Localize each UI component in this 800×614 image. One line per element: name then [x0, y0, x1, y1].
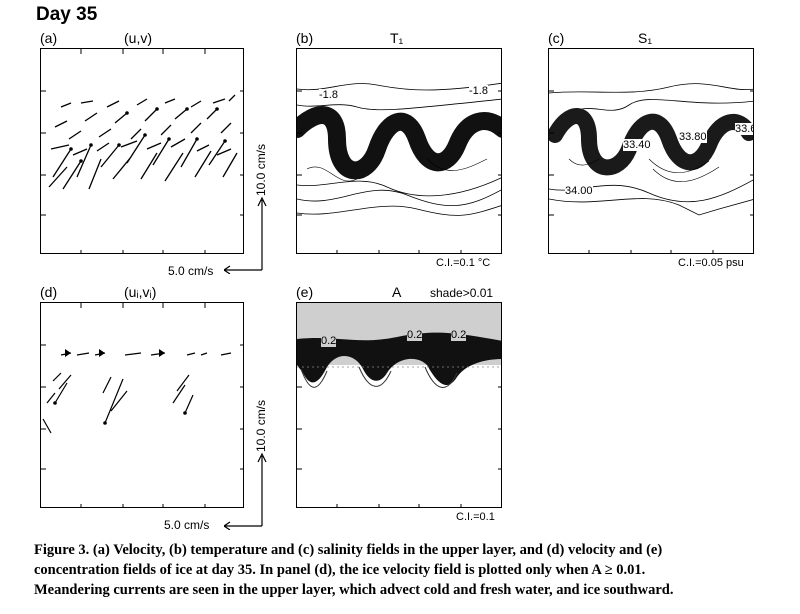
- panel-c-contour-label: 33.40: [623, 139, 651, 151]
- caption-line: concentration fields of ice at day 35. I…: [34, 562, 646, 578]
- caption-line: Meandering currents are seen in the uppe…: [34, 582, 674, 598]
- panel-b-contour-interval: C.I.=0.1 °C: [436, 257, 491, 269]
- panel-b-temperature-plot: -1.8 -1.8: [296, 48, 502, 254]
- panel-e-contour-label: 0.2: [407, 329, 423, 341]
- panel-d-ice-velocity-plot: [40, 302, 244, 508]
- panel-e-shade-note: shade>0.01: [430, 286, 494, 300]
- panel-a-vertical-scale-label: 10.0 cm/s: [254, 143, 268, 196]
- panel-d-horizontal-scale-label: 5.0 cm/s: [164, 518, 210, 532]
- panel-a-arrows: [41, 49, 243, 253]
- panel-e-contour-label: 0.2: [321, 335, 337, 347]
- panel-a-scale-arrow: [224, 196, 267, 274]
- panel-e-ice-concentration-plot: 0.2 0.2 0.2: [296, 302, 502, 508]
- panel-b-contour-label: -1.8: [319, 89, 338, 101]
- panel-b-label: (b): [296, 30, 314, 46]
- panel-d-title: (uᵢ,vᵢ): [124, 284, 157, 300]
- panel-b-contours: [297, 82, 501, 253]
- panel-c-contours: [549, 83, 753, 253]
- panel-c-contour-label: 33.6: [735, 123, 753, 135]
- panel-c-contour-label: 33.80: [679, 131, 707, 143]
- panel-e-contours: [297, 303, 501, 507]
- panel-c-title: S₁: [638, 30, 653, 46]
- panel-d-arrows: [41, 303, 243, 507]
- panel-a-label: (a): [40, 30, 58, 46]
- panel-c-contour-label: 34.00: [565, 185, 593, 197]
- panel-e-label: (e): [296, 284, 314, 300]
- panel-c-salinity-plot: 33.40 33.80 34.00 33.6: [548, 48, 754, 254]
- panel-c-contour-interval: C.I.=0.05 psu: [678, 257, 744, 269]
- panel-e-title: A: [392, 284, 402, 300]
- panel-a-velocity-plot: [40, 48, 244, 254]
- caption-line: Figure 3. (a) Velocity, (b) temperature …: [34, 542, 663, 558]
- panel-b-title: T₁: [390, 30, 404, 46]
- panel-e-contour-label: 0.2: [451, 329, 467, 341]
- panel-d-vertical-scale-label: 10.0 cm/s: [254, 399, 268, 452]
- panel-c-label: (c): [548, 30, 565, 46]
- panel-a-horizontal-scale-label: 5.0 cm/s: [168, 264, 214, 278]
- panel-e-contour-interval: C.I.=0.1: [456, 511, 495, 523]
- figure-day-title: Day 35: [36, 4, 98, 25]
- panel-b-contour-label: -1.8: [469, 85, 488, 97]
- panel-a-title: (u,v): [124, 30, 152, 46]
- figure-caption: Figure 3. (a) Velocity, (b) temperature …: [34, 540, 794, 600]
- panel-d-label: (d): [40, 284, 58, 300]
- panel-d-scale-arrow: [224, 452, 267, 530]
